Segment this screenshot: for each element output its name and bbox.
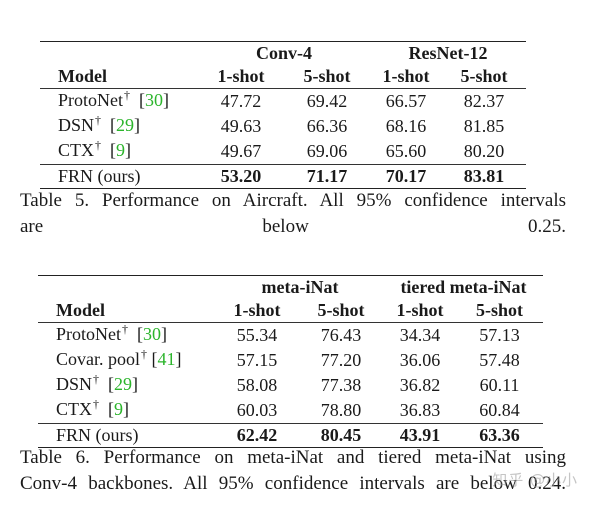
value-cell: 57.48 [479,350,520,370]
value-cell-best: 80.45 [298,423,384,448]
value-cell: 36.06 [399,350,441,370]
value-cell-best: 53.20 [198,164,284,189]
dagger-mark: † [124,88,130,102]
value-cell: 60.84 [479,400,520,420]
table-6-caption: Table 6. Performance on meta-iNat and ti… [20,447,566,468]
dagger-mark: † [95,113,102,127]
header-1shot: 1-shot [382,66,430,86]
value-cell: 69.06 [306,141,348,161]
citation-link[interactable]: 30 [145,90,163,110]
value-cell: 49.63 [220,116,262,136]
model-cell: CTX† [9] [58,138,131,160]
column-header-row: Model 1-shot 5-shot 1-shot 5-shot [38,299,543,323]
value-cell: 76.43 [298,322,384,348]
value-cell-best: 83.81 [442,164,526,189]
value-cell: 57.13 [456,322,543,348]
table-6-caption-line2: Conv-4 backbones. All 95% confidence int… [20,473,566,494]
group-resnet12: ResNet-12 [370,41,526,65]
value-cell: 69.42 [284,88,370,114]
value-cell: 55.34 [216,322,298,348]
header-model: Model [58,66,107,86]
value-cell-best: 43.91 [384,423,456,448]
table-5: Conv-4 ResNet-12 Model 1-shot 5-shot 1-s… [40,41,526,189]
header-5shot: 5-shot [303,66,351,86]
table-5-caption-line2: are below 0.25. [20,216,566,237]
value-cell: 66.36 [306,116,348,136]
header-model: Model [56,300,105,320]
value-cell: 58.08 [236,375,278,395]
value-cell: 60.11 [479,375,520,395]
table-row: Covar. pool† [41] 57.15 77.20 36.06 57.4… [38,347,543,373]
value-cell-best: 70.17 [370,164,442,189]
model-cell: DSN† [29] [56,372,139,394]
table-row: ProtoNet† [30] 47.72 69.42 66.57 82.37 [40,88,526,114]
citation-link[interactable]: 29 [114,374,133,394]
group-tiered-meta-inat: tiered meta-iNat [384,275,543,299]
group-header-row: Conv-4 ResNet-12 [40,41,526,65]
model-cell: ProtoNet† [30] [40,88,198,114]
header-1shot: 1-shot [217,66,265,86]
value-cell: 60.03 [236,400,278,420]
model-cell: DSN† [29] [58,113,141,135]
citation-link[interactable]: 29 [116,115,135,135]
citation-link[interactable]: 9 [114,399,123,419]
value-cell: 47.72 [198,88,284,114]
table-row: DSN† [29] 58.08 77.38 36.82 60.11 [38,372,543,398]
table-row: CTX† [9] 60.03 78.80 36.83 60.84 [38,397,543,424]
citation-link[interactable]: 9 [116,140,125,160]
table-6: meta-iNat tiered meta-iNat Model 1-shot … [38,275,543,448]
model-cell: Covar. pool† [41] [56,347,182,369]
table-row: DSN† [29] 49.63 66.36 68.16 81.85 [40,113,526,139]
citation-link[interactable]: 41 [157,349,176,369]
header-5shot: 5-shot [475,300,523,320]
value-cell: 36.83 [399,400,441,420]
value-cell: 82.37 [442,88,526,114]
value-cell: 66.57 [370,88,442,114]
watermark: 知乎 @小小 [492,471,578,489]
dagger-mark: † [122,322,128,336]
value-cell: 36.82 [399,375,441,395]
dagger-mark: † [141,347,147,361]
column-header-row: Model 1-shot 5-shot 1-shot 5-shot [40,65,526,89]
value-cell: 78.80 [320,400,362,420]
header-5shot: 5-shot [317,300,365,320]
header-5shot: 5-shot [460,66,508,86]
value-cell-best: 63.36 [456,423,543,448]
value-cell: 81.85 [463,116,505,136]
value-cell: 77.20 [320,350,362,370]
table-5-caption: Table 5. Performance on Aircraft. All 95… [20,190,566,211]
header-1shot: 1-shot [233,300,281,320]
value-cell: 65.60 [385,141,427,161]
table-row-ours: FRN (ours) 53.20 71.17 70.17 83.81 [40,164,526,189]
table-row: ProtoNet† [30] 55.34 76.43 34.34 57.13 [38,322,543,348]
value-cell: 49.67 [220,141,262,161]
group-conv4: Conv-4 [198,41,370,65]
citation-link[interactable]: 30 [143,324,161,344]
dagger-mark: † [93,397,99,411]
value-cell-best: 71.17 [284,164,370,189]
model-cell: ProtoNet† [30] [38,322,216,348]
model-cell: FRN (ours) [40,164,198,189]
model-cell: FRN (ours) [38,423,216,448]
value-cell: 57.15 [236,350,278,370]
value-cell: 68.16 [385,116,427,136]
header-1shot: 1-shot [396,300,444,320]
value-cell: 77.38 [320,375,362,395]
value-cell: 34.34 [384,322,456,348]
dagger-mark: † [93,372,100,386]
dagger-mark: † [95,138,101,152]
table-row: CTX† [9] 49.67 69.06 65.60 80.20 [40,138,526,165]
model-cell: CTX† [9] [56,397,129,419]
value-cell-best: 62.42 [216,423,298,448]
group-header-row: meta-iNat tiered meta-iNat [38,275,543,299]
table-row-ours: FRN (ours) 62.42 80.45 43.91 63.36 [38,423,543,448]
group-meta-inat: meta-iNat [216,275,384,299]
value-cell: 80.20 [463,141,505,161]
